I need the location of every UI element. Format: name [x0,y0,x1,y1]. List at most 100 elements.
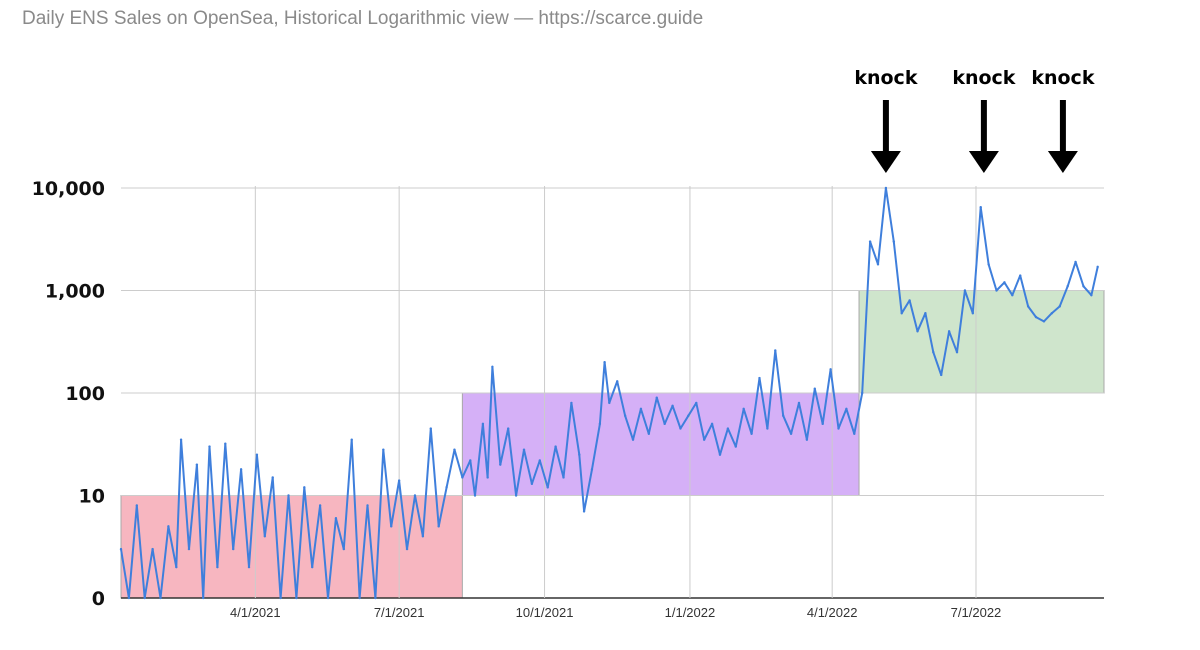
y-tick-label: 10 [79,486,105,508]
data-point [295,596,298,600]
data-point [514,494,518,497]
data-point [538,459,542,462]
data-point [263,535,267,538]
down-arrow-icon [870,151,901,173]
data-point [590,468,594,471]
data-point [287,494,290,497]
data-point [247,565,251,569]
data-point [987,263,990,266]
data-point [623,414,627,417]
x-tick-label: 1/1/2022 [665,605,716,620]
data-point [639,407,643,411]
y-tick-label: 0 [92,588,105,610]
data-point [1082,285,1085,288]
data-point [734,445,737,448]
data-point [382,448,385,451]
data-point [429,427,432,430]
data-point [1026,305,1030,308]
data-point [311,565,314,569]
data-point [570,401,573,405]
data-point [187,547,191,551]
data-point [461,476,464,479]
data-point [805,438,809,441]
data-point [232,547,235,551]
data-point [1050,312,1054,315]
data-point [655,396,658,399]
x-tick-label: 10/1/2021 [516,605,574,620]
data-point [127,596,131,600]
data-point [940,373,943,377]
y-tick-label: 1,000 [45,281,105,303]
x-tick-label: 7/1/2022 [951,605,1002,620]
down-arrow-icon [968,151,999,173]
data-point [358,596,361,600]
data-point [750,432,753,435]
data-point [1003,281,1006,284]
y-tick-label: 10,000 [32,178,105,200]
data-point [647,432,651,435]
data-point [813,387,816,390]
data-point [530,482,534,486]
data-point [1074,260,1077,264]
data-point [868,240,872,243]
range-band-3 [858,290,1105,394]
data-point [1090,293,1093,297]
data-point [239,468,243,471]
y-tick-label: 100 [65,383,105,405]
data-point [1019,274,1022,277]
range-bands [120,290,1105,599]
data-point [671,404,674,408]
data-point [119,547,123,551]
data-point [932,351,935,354]
data-point [175,565,178,569]
x-tick-label: 7/1/2021 [374,605,425,620]
data-point [413,494,417,497]
data-point [1011,293,1014,297]
data-point [469,459,472,462]
data-point [522,448,526,451]
y-axis-ticks: 0 10 100 1,000 10,000 [32,178,105,610]
data-point [421,535,425,538]
data-point [781,414,785,417]
data-point [679,427,682,430]
data-point [845,407,848,411]
data-point [892,240,896,243]
data-point [758,376,761,380]
data-point [718,453,722,456]
data-point [900,312,903,315]
data-point [853,432,856,435]
series-line [120,187,1099,599]
data-point [342,547,346,551]
data-point [947,330,951,333]
data-point [837,427,840,430]
knock-label: knock [854,67,917,89]
data-point [1042,320,1046,323]
data-point [195,463,199,466]
data-point [797,401,801,405]
data-point [506,427,510,430]
data-point [473,494,477,497]
x-tick-label: 4/1/2021 [230,605,281,620]
data-point [726,427,730,430]
data-point [963,289,967,292]
data-point [216,565,219,569]
data-point [631,438,635,441]
data-point [908,299,911,302]
data-point [554,445,557,448]
data-point [742,407,745,411]
down-arrow-icon [1047,151,1078,173]
data-point [603,360,606,364]
data-point [350,438,353,441]
data-point [578,453,581,456]
data-point [1058,305,1061,308]
data-point [499,463,502,466]
data-point [224,442,227,445]
data-point [608,401,611,405]
data-point [616,380,619,383]
data-point [663,422,666,426]
data-point [979,205,982,209]
data-point [453,448,456,451]
data-point [1034,315,1038,319]
data-point [924,312,927,315]
data-point [861,391,864,395]
